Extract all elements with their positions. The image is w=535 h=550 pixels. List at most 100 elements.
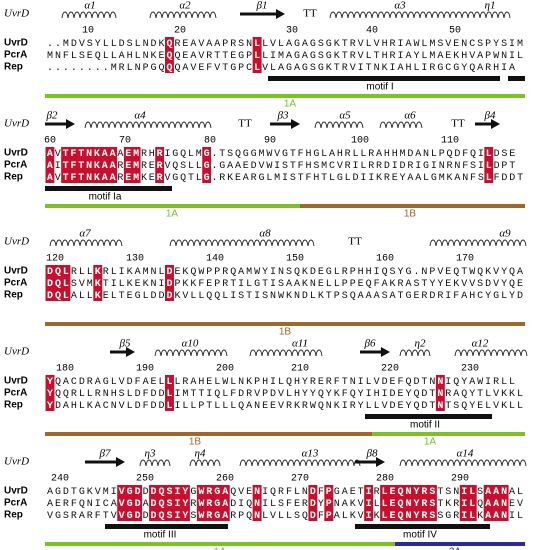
ruler-number: 220 (381, 364, 399, 375)
ss-label: α7 (79, 228, 91, 240)
ruler-number: 270 (291, 474, 309, 485)
sequence-name: PcrA (4, 278, 27, 289)
motif-label: motif Ia (89, 192, 122, 203)
helix-glyph (479, 11, 511, 19)
ss-label: α2 (179, 0, 191, 12)
strand-arrow-head (381, 347, 390, 357)
ruler-number: 90 (264, 136, 276, 147)
ss-label: α11 (292, 338, 308, 350)
conserved-box (252, 485, 262, 521)
ruler-number: 100 (351, 136, 369, 147)
helix-glyph (379, 121, 423, 129)
domain-bar (395, 542, 525, 546)
conserved-box (324, 485, 334, 521)
domain-label: 1B (189, 437, 202, 448)
ss-label: α4 (134, 110, 146, 122)
helix-glyph (399, 349, 431, 357)
ruler-number: 230 (461, 364, 479, 375)
conserved-box (165, 375, 174, 411)
strand-arrow-head (66, 119, 75, 129)
strand-arrow-head (276, 9, 285, 19)
domain-label: 1A (166, 209, 179, 220)
ss-label: β2 (46, 110, 58, 122)
ss-label: α10 (182, 338, 199, 350)
domain-bar (45, 322, 525, 326)
helix-glyph (49, 239, 123, 247)
conserved-box (380, 485, 437, 521)
sequence-name: Rep (4, 510, 23, 521)
ss-label: η1 (485, 0, 496, 12)
ruler-number: 10 (82, 26, 94, 37)
ruler-number: 240 (51, 474, 69, 485)
helix-glyph (249, 349, 323, 357)
sequence-name: Rep (4, 400, 23, 411)
motif-bar (365, 414, 492, 419)
motif-label: motif I (366, 82, 393, 93)
motif-bar (355, 524, 490, 529)
sequence-name: PcrA (4, 50, 27, 61)
helix-glyph (329, 11, 481, 19)
sequence-name: PcrA (4, 388, 27, 399)
ss-row-name: UvrD (4, 118, 29, 130)
ss-label: α6 (404, 110, 416, 122)
ss-row-name: UvrD (4, 456, 29, 468)
ss-label: α12 (472, 338, 489, 350)
ruler-number: 60 (44, 136, 56, 147)
ruler-number: 180 (56, 364, 74, 375)
ruler-number: 30 (286, 26, 298, 37)
conserved-box (149, 485, 190, 521)
domain-bar (45, 432, 372, 436)
helix-glyph (454, 349, 528, 357)
domain-bar (45, 204, 300, 208)
conserved-box (45, 265, 71, 301)
ss-row-name: UvrD (4, 236, 29, 248)
strand-arrow-head (116, 457, 125, 467)
ss-label: TT (348, 236, 362, 248)
conserved-box (155, 147, 165, 183)
ss-label: α1 (84, 0, 95, 12)
motif-label: motif III (144, 530, 177, 541)
sequence-name: UvrD (4, 266, 28, 277)
helix-glyph (139, 459, 171, 467)
ruler-number: 280 (376, 474, 394, 485)
conserved-box (61, 147, 118, 183)
ruler-number: 150 (286, 254, 304, 265)
sequence-name: PcrA (4, 160, 27, 171)
helix-glyph (314, 121, 364, 129)
ss-label: TT (238, 118, 252, 130)
sequence-name: Rep (4, 290, 23, 301)
ss-label: α13 (302, 448, 319, 460)
ss-label: η3 (145, 448, 156, 460)
domain-label: 1B (404, 209, 417, 220)
ruler-number: 290 (451, 474, 469, 485)
ruler-number: 170 (456, 254, 474, 265)
conserved-box (45, 147, 55, 183)
domain-label: 1A (214, 547, 227, 550)
conserved-box (93, 265, 103, 301)
ss-label: α14 (457, 448, 474, 460)
domain-label: 1A (284, 99, 297, 110)
motif-label: motif II (410, 420, 440, 431)
ss-label: η4 (195, 448, 206, 460)
ss-label: β4 (484, 110, 496, 122)
ruler-number: 120 (46, 254, 64, 265)
domain-bar (45, 542, 395, 546)
conserved-box (459, 485, 477, 521)
motif-bar (268, 76, 500, 81)
domain-label: 1B (279, 327, 292, 338)
ruler-number: 40 (366, 26, 378, 37)
conserved-box (196, 485, 230, 521)
helix-glyph (399, 459, 527, 467)
conserved-box (364, 485, 374, 521)
motif-label: motif IV (403, 530, 437, 541)
conserved-box (484, 147, 494, 183)
